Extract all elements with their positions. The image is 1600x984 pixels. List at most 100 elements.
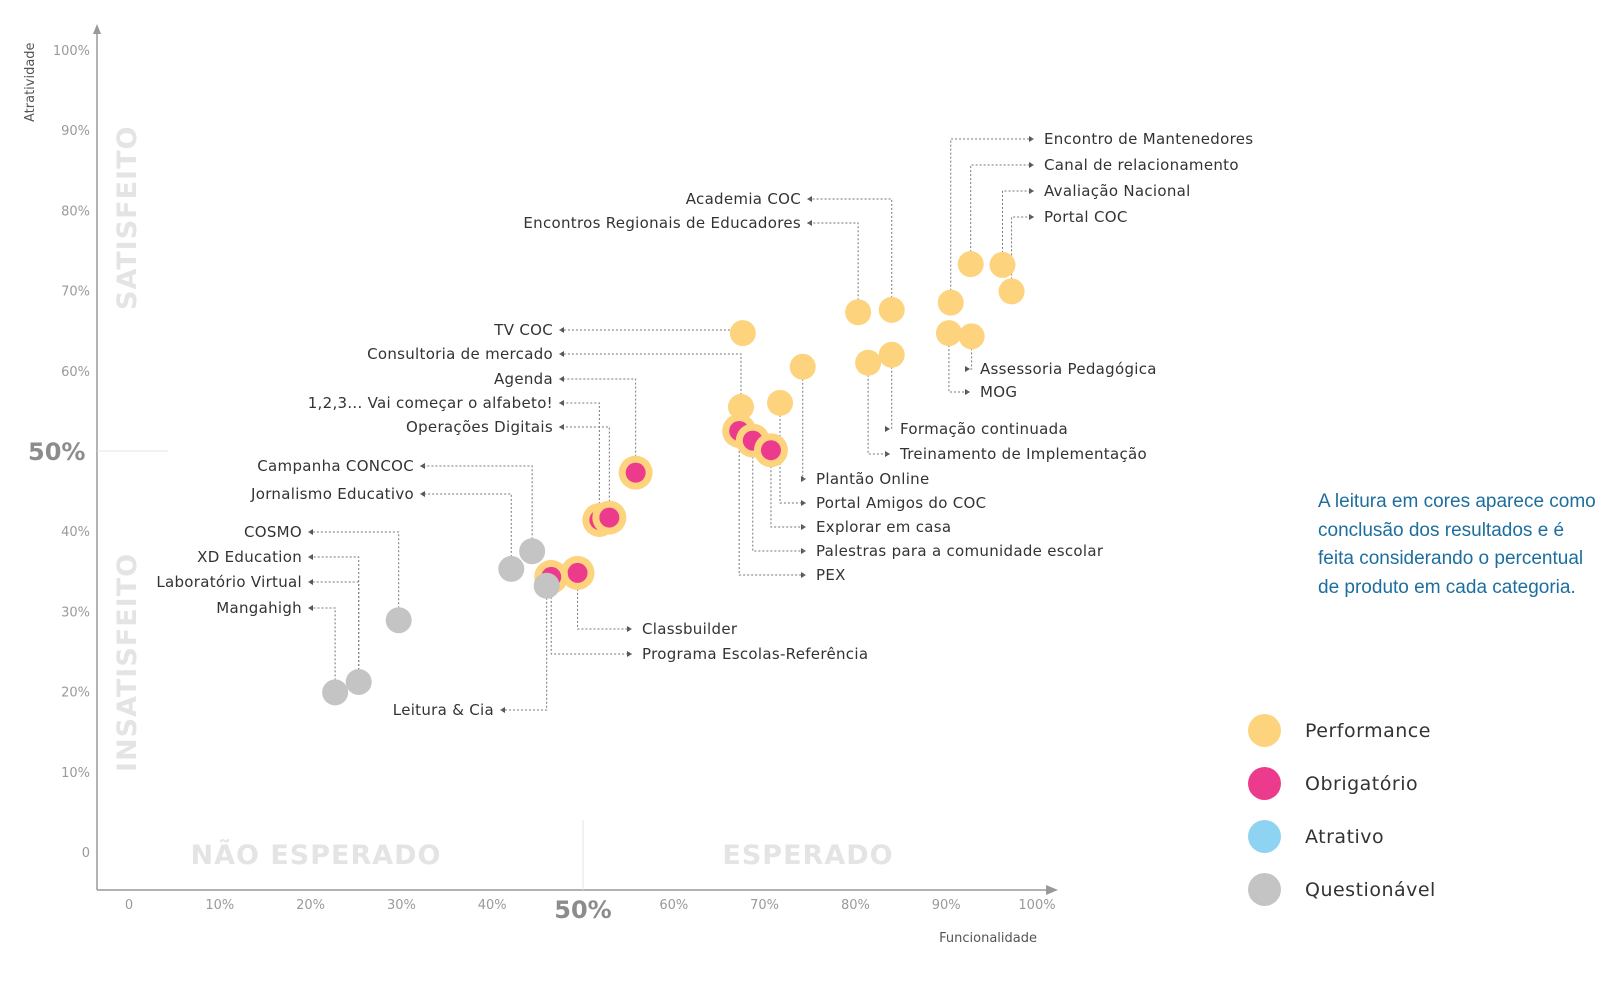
leader-arrow [965,366,970,372]
legend-item: Performance [1248,704,1436,757]
y-tick-label: 10% [61,766,90,781]
point-label: Laboratório Virtual [156,573,302,591]
point-labels: Encontro de Mantenedores Canal de relacio… [156,130,1253,719]
y-mid-label: 50% [28,438,85,466]
point-label: 1,2,3... Vai começar o alfabeto! [308,394,553,412]
legend-label: Performance [1305,719,1431,742]
point-label: COSMO [244,523,302,541]
quadrant-satisfeito: SATISFEITO [112,126,143,310]
leader-line [738,430,806,576]
leader-arrow [627,651,632,657]
x-axis-arrow [1046,885,1058,895]
point-label: Leitura & Cia [393,701,494,719]
data-point [533,572,560,599]
point-label: Portal COC [1044,208,1128,226]
data-point [878,341,905,368]
interpretation-note: A leitura em cores aparece como conclusã… [1318,491,1596,598]
leader-line [770,450,806,528]
data-point [989,251,1016,278]
leader-line [500,585,548,711]
leader-line [970,336,973,370]
x-tick-label: 70% [750,898,779,913]
y-tick-label: 60% [61,365,90,380]
leader-line [550,576,632,655]
leader-line [308,531,400,621]
leader-arrow [420,463,425,469]
point-label: Plantão Online [816,470,930,488]
data-point [855,349,882,376]
leader-line [948,333,970,393]
legend-swatch [1248,767,1281,800]
x-tick-label: 100% [1018,898,1055,913]
legend: Performance Obrigatório Atrativo Questionáv… [1248,704,1436,916]
x-mid-label: 50% [554,896,611,924]
point-label: Classbuilder [642,620,738,638]
leader-line [308,607,336,693]
x-tick-label: 60% [659,898,688,913]
point-label: Assessoria Pedagógica [980,360,1157,378]
leader-arrow [559,376,564,382]
point-label: MOG [980,383,1017,401]
data-point [345,668,372,695]
legend-swatch [1248,820,1281,853]
y-tick-label: 80% [61,204,90,219]
x-tick-label: 10% [205,898,234,913]
leader-line [308,581,360,682]
legend-swatch [1248,873,1281,906]
x-tick-label: 0 [125,898,133,913]
data-point [322,679,349,706]
leader-line [970,164,1034,265]
leader-line [807,222,859,313]
y-tick-label: 40% [61,525,90,540]
point-label: Programa Escolas-Referência [642,645,868,663]
leader-arrow [885,451,890,457]
y-axis-title: Atratividade [23,42,38,122]
x-tick-label: 30% [387,898,416,913]
point-label: Academia COC [686,190,801,208]
legend-swatch [1248,714,1281,747]
y-tick-label: 30% [61,605,90,620]
leader-line [950,138,1034,303]
point-label: Explorar em casa [816,518,951,536]
data-point [729,320,756,347]
leader-line [420,493,512,569]
data-point [958,323,985,350]
leader-line [559,329,744,334]
leader-line [559,353,742,407]
y-tick-label: 70% [61,285,90,300]
legend-label: Atrativo [1305,825,1385,848]
point-label: Jornalismo Educativo [250,485,414,503]
x-tick-label: 40% [478,898,507,913]
data-point [567,562,588,583]
point-label: XD Education [197,548,302,566]
leader-arrow [801,500,806,506]
data-point [957,251,984,278]
point-label: Palestras para a comunidade escolar [816,542,1104,560]
data-point [935,320,962,347]
leader-line [559,426,610,518]
legend-item: Atrativo [1248,810,1436,863]
point-label: Consultoria de mercado [367,345,553,363]
point-label: Portal Amigos do COC [816,494,986,512]
data-point [937,289,964,316]
data-point [498,555,525,582]
leader-arrow [420,491,425,497]
data-point [767,389,794,416]
point-label: Agenda [494,370,553,388]
point-label: Avaliação Nacional [1044,182,1191,200]
x-tick-label: 80% [841,898,870,913]
leader-arrow [1029,162,1034,168]
legend-item: Obrigatório [1248,757,1436,810]
leader-arrow [559,400,564,406]
quadrant-nao-esperado: NÃO ESPERADO [190,839,441,871]
leader-line [420,465,533,552]
y-tick-label: 20% [61,686,90,701]
data-point [878,296,905,323]
leader-arrow [1029,188,1034,194]
axes: 0 10% 20% 30% 40% 60% 70% 80% 90% 100% 0 10% 20% 30% 4… [23,24,1058,946]
x-axis-title: Funcionalidade [939,931,1037,946]
point-label: Encontro de Mantenedores [1044,130,1253,148]
leader-arrow [885,426,890,432]
x-tick-label: 20% [296,898,325,913]
